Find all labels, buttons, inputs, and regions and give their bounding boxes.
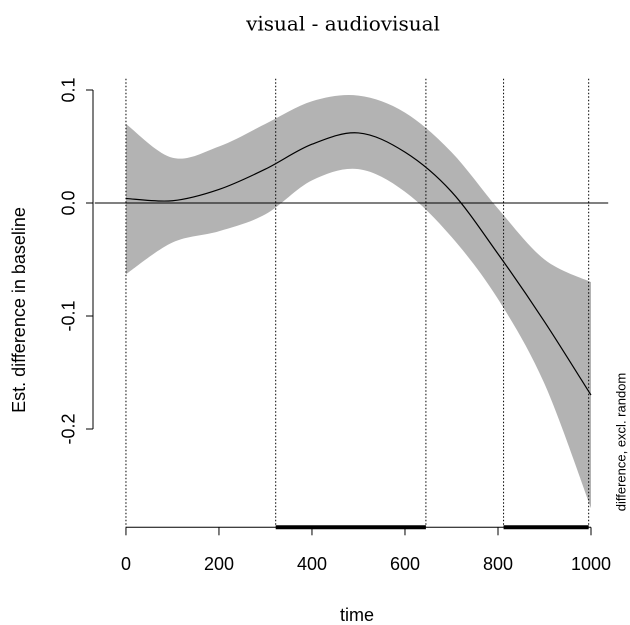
x-tick-label: 200: [204, 554, 234, 574]
x-tick-label: 1000: [571, 554, 611, 574]
x-tick-label: 0: [121, 554, 131, 574]
confidence-band: [125, 95, 591, 509]
estimate-line: [125, 132, 592, 396]
y-axis-label: Est. difference in baseline: [9, 207, 29, 413]
x-tick-label: 600: [390, 554, 420, 574]
x-tick-label: 800: [483, 554, 513, 574]
chart-title: visual - audiovisual: [245, 12, 440, 36]
side-note: difference, excl. random: [613, 373, 628, 512]
y-tick-label: 0.0: [59, 190, 79, 215]
x-tick-label: 400: [297, 554, 327, 574]
x-axis-label: time: [340, 605, 374, 625]
y-tick-label: 0.1: [59, 77, 79, 102]
y-tick-label: -0.2: [59, 413, 79, 444]
y-tick-label: -0.1: [59, 300, 79, 331]
